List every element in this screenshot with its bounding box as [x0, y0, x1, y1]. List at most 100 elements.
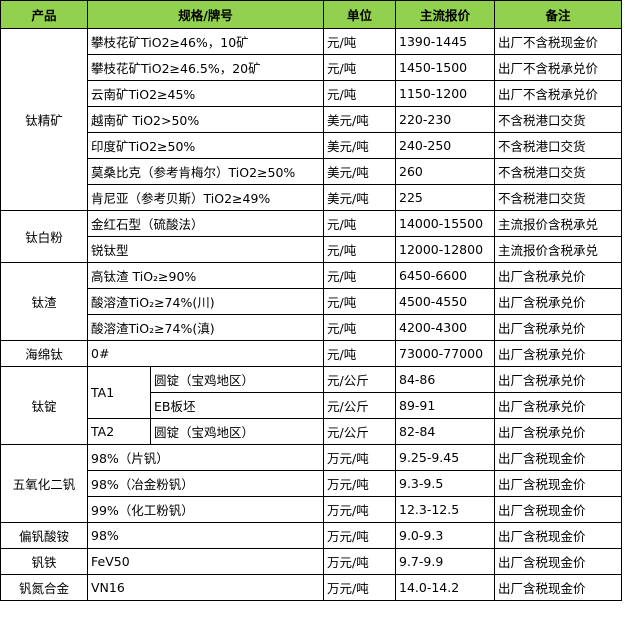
price-cell: 9.25-9.45	[395, 444, 495, 471]
note-cell: 出厂含税承兑价	[494, 366, 622, 393]
product-cell: 五氧化二钒	[0, 444, 88, 523]
table-row: 钛精矿 攀枝花矿TiO2≥46%，10矿 元/吨 1390-1445 出厂不含税现金价	[0, 28, 622, 211]
price-cell: 1150-1200	[395, 80, 495, 107]
unit-cell: 元/吨	[323, 288, 396, 315]
price-table: 产品 规格/牌号 单位 主流报价 备注 钛精矿 攀枝花矿TiO2≥46%，10矿 元/吨 139…	[0, 0, 622, 601]
note-cell: 出厂含税现金价	[494, 574, 622, 601]
table-row: TA2 圆锭（宝鸡地区） 元/公斤 82-84 出厂含税承兑价	[1, 418, 622, 445]
table-row: 99%（化工粉钒） 万元/吨 12.3-12.5 出厂含税现金价	[1, 496, 622, 523]
spec-cell: 肯尼亚（参考贝斯）TiO2≥49%	[87, 184, 324, 211]
product-cell: 钒铁	[0, 548, 88, 575]
note-cell: 出厂含税现金价	[494, 470, 622, 497]
unit-cell: 元/吨	[323, 340, 396, 367]
price-cell: 220-230	[395, 106, 495, 133]
table-row: 钒铁 FeV50 万元/吨 9.7-9.9 出厂含税现金价	[0, 548, 622, 575]
note-cell: 出厂含税现金价	[494, 496, 622, 523]
table-row: 钒氮合金 VN16 万元/吨 14.0-14.2 出厂含税现金价	[0, 574, 622, 601]
spec-cell: 莫桑比克（参考肯梅尔）TiO2≥50%	[87, 158, 324, 185]
price-cell: 12000-12800	[395, 236, 495, 263]
header-cell: 备注	[494, 0, 622, 29]
product-cell: 钒氮合金	[0, 574, 88, 601]
unit-cell: 元/公斤	[323, 366, 396, 393]
unit-cell: 美元/吨	[323, 184, 396, 211]
table-row: 钛锭 TA1 圆锭（宝鸡地区） 元/公斤 84-86 出厂含税承兑价	[0, 366, 622, 445]
spec-cell: 99%（化工粉钒）	[87, 496, 324, 523]
note-cell: 出厂含税承兑价	[494, 392, 622, 419]
unit-cell: 万元/吨	[323, 444, 396, 471]
product-cell: 钛白粉	[0, 210, 88, 263]
price-cell: 4200-4300	[395, 314, 495, 341]
table-row: 酸溶渣TiO₂≥74%(滇) 元/吨 4200-4300 出厂含税承兑价	[1, 314, 622, 341]
price-cell: 12.3-12.5	[395, 496, 495, 523]
grade-cell: TA1	[87, 366, 151, 419]
header-cell: 规格/牌号	[87, 0, 324, 29]
price-cell: 9.7-9.9	[395, 548, 495, 575]
spec-cell: 锐钛型	[87, 236, 324, 263]
table-row: 攀枝花矿TiO2≥46.5%，20矿 元/吨 1450-1500 出厂不含税承兑价	[1, 54, 622, 81]
note-cell: 出厂不含税承兑价	[494, 80, 622, 107]
spec-cell: 圆锭（宝鸡地区）	[150, 418, 324, 445]
note-cell: 不含税港口交货	[494, 158, 622, 185]
unit-cell: 元/吨	[323, 314, 396, 341]
unit-cell: 元/吨	[323, 80, 396, 107]
unit-cell: 元/吨	[323, 236, 396, 263]
spec-cell: FeV50	[87, 548, 324, 575]
price-cell: 260	[395, 158, 495, 185]
table-row: 海绵钛 0# 元/吨 73000-77000 出厂含税承兑价	[0, 340, 622, 367]
unit-cell: 元/吨	[323, 262, 396, 289]
price-cell: 240-250	[395, 132, 495, 159]
note-cell: 出厂含税现金价	[494, 522, 622, 549]
product-cell: 钛锭	[0, 366, 88, 445]
table-row: 锐钛型 元/吨 12000-12800 主流报价含税承兑	[1, 236, 622, 263]
spec-cell: 攀枝花矿TiO2≥46%，10矿	[87, 28, 324, 55]
price-cell: 4500-4550	[395, 288, 495, 315]
spec-cell: VN16	[87, 574, 324, 601]
price-cell: 84-86	[395, 366, 495, 393]
price-cell: 1450-1500	[395, 54, 495, 81]
spec-cell: 攀枝花矿TiO2≥46.5%，20矿	[87, 54, 324, 81]
product-cell: 偏钒酸铵	[0, 522, 88, 549]
table-row: 98%（冶金粉钒） 万元/吨 9.3-9.5 出厂含税现金价	[1, 470, 622, 497]
price-cell: 89-91	[395, 392, 495, 419]
unit-cell: 元/吨	[323, 54, 396, 81]
table-row: 越南矿 TiO2>50% 美元/吨 220-230 不含税港口交货	[1, 106, 622, 133]
unit-cell: 万元/吨	[323, 522, 396, 549]
header-cell: 产品	[0, 0, 88, 29]
table-row: 产品 规格/牌号 单位 主流报价 备注	[0, 0, 622, 29]
spec-cell: 酸溶渣TiO₂≥74%(川)	[87, 288, 324, 315]
product-cell: 钛精矿	[0, 28, 88, 211]
price-cell: 6450-6600	[395, 262, 495, 289]
price-cell: 73000-77000	[395, 340, 495, 367]
table-row: 钛白粉 金红石型（硫酸法） 元/吨 14000-15500 主流报价含税承兑	[0, 210, 622, 263]
note-cell: 出厂含税承兑价	[494, 288, 622, 315]
unit-cell: 万元/吨	[323, 574, 396, 601]
price-cell: 14000-15500	[395, 210, 495, 237]
spec-cell: 金红石型（硫酸法）	[87, 210, 324, 237]
note-cell: 主流报价含税承兑	[494, 210, 622, 237]
grade-cell: TA2	[87, 418, 151, 445]
price-cell: 82-84	[395, 418, 495, 445]
unit-cell: 万元/吨	[323, 470, 396, 497]
note-cell: 出厂含税承兑价	[494, 262, 622, 289]
spec-cell: 98%	[87, 522, 324, 549]
spec-cell: 云南矿TiO2≥45%	[87, 80, 324, 107]
unit-cell: 元/公斤	[323, 418, 396, 445]
price-cell: 9.3-9.5	[395, 470, 495, 497]
unit-cell: 万元/吨	[323, 548, 396, 575]
note-cell: 出厂含税现金价	[494, 444, 622, 471]
unit-cell: 万元/吨	[323, 496, 396, 523]
note-cell: 出厂不含税现金价	[494, 28, 622, 55]
table-row: 云南矿TiO2≥45% 元/吨 1150-1200 出厂不含税承兑价	[1, 80, 622, 107]
table-row: 钛渣 高钛渣 TiO₂≥90% 元/吨 6450-6600 出厂含税承兑价	[0, 262, 622, 341]
unit-cell: 元/吨	[323, 210, 396, 237]
note-cell: 出厂含税承兑价	[494, 314, 622, 341]
spec-cell: 圆锭（宝鸡地区）	[150, 366, 324, 393]
spec-cell: 98%（冶金粉钒）	[87, 470, 324, 497]
price-cell: 1390-1445	[395, 28, 495, 55]
table-row: 印度矿TiO2≥50% 美元/吨 240-250 不含税港口交货	[1, 132, 622, 159]
table-row: 偏钒酸铵 98% 万元/吨 9.0-9.3 出厂含税现金价	[0, 522, 622, 549]
note-cell: 不含税港口交货	[494, 184, 622, 211]
unit-cell: 美元/吨	[323, 158, 396, 185]
unit-cell: 元/吨	[323, 28, 396, 55]
spec-cell: EB板坯	[150, 392, 324, 419]
